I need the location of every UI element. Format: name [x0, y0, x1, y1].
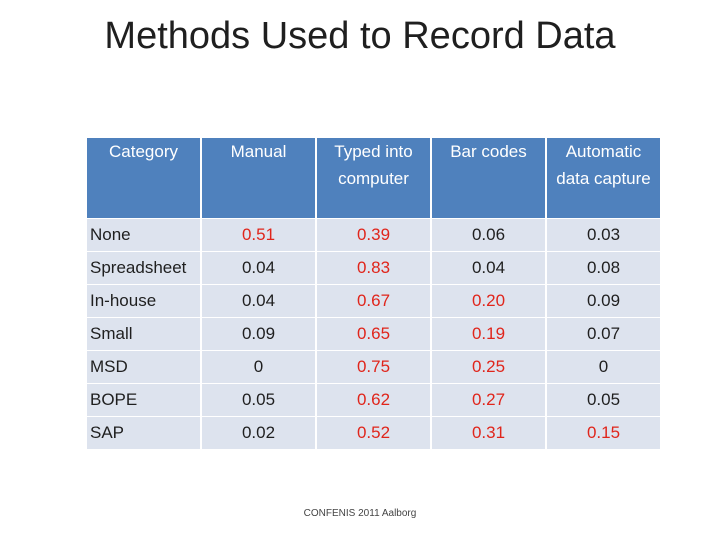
table-cell: 0.52	[315, 416, 432, 450]
table-cell: 0.02	[200, 416, 317, 450]
row-label: SAP	[85, 416, 202, 450]
table-body: None 0.51 0.39 0.06 0.03 Spreadsheet 0.04 0.83 0…	[85, 218, 662, 450]
header-automatic-data-capture: Automatic data capture	[545, 138, 662, 219]
table-cell: 0.05	[545, 383, 662, 417]
table-row: Small 0.09 0.65 0.19 0.07	[85, 317, 662, 351]
table-row: Spreadsheet 0.04 0.83 0.04 0.08	[85, 251, 662, 285]
table-cell: 0.62	[315, 383, 432, 417]
header-bar-codes: Bar codes	[430, 138, 547, 219]
table-cell: 0.75	[315, 350, 432, 384]
table-cell: 0.83	[315, 251, 432, 285]
table-cell: 0.39	[315, 218, 432, 252]
table-header: Category Manual Typed into computer Bar …	[85, 138, 662, 219]
table-cell: 0	[200, 350, 317, 384]
table-cell: 0.07	[545, 317, 662, 351]
table-cell: 0.65	[315, 317, 432, 351]
row-label: BOPE	[85, 383, 202, 417]
table-row: MSD 0 0.75 0.25 0	[85, 350, 662, 384]
table-row: BOPE 0.05 0.62 0.27 0.05	[85, 383, 662, 417]
table-cell: 0.03	[545, 218, 662, 252]
table-cell: 0.09	[200, 317, 317, 351]
table-cell: 0.20	[430, 284, 547, 318]
header-typed-into-computer: Typed into computer	[315, 138, 432, 219]
table-row: None 0.51 0.39 0.06 0.03	[85, 218, 662, 252]
table-cell: 0.04	[430, 251, 547, 285]
table-cell: 0.67	[315, 284, 432, 318]
table-cell: 0	[545, 350, 662, 384]
slide-title: Methods Used to Record Data	[104, 15, 616, 57]
data-table: Category Manual Typed into computer Bar …	[85, 138, 662, 450]
table-cell: 0.31	[430, 416, 547, 450]
table-cell: 0.08	[545, 251, 662, 285]
table-cell: 0.51	[200, 218, 317, 252]
header-manual: Manual	[200, 138, 317, 219]
row-label: None	[85, 218, 202, 252]
table-row: SAP 0.02 0.52 0.31 0.15	[85, 416, 662, 450]
table-cell: 0.19	[430, 317, 547, 351]
table-cell: 0.27	[430, 383, 547, 417]
table-cell: 0.05	[200, 383, 317, 417]
row-label: MSD	[85, 350, 202, 384]
table-cell: 0.15	[545, 416, 662, 450]
table-cell: 0.06	[430, 218, 547, 252]
footer-note: CONFENIS 2011 Aalborg	[303, 508, 417, 519]
row-label: Spreadsheet	[85, 251, 202, 285]
table-cell: 0.04	[200, 251, 317, 285]
table-cell: 0.04	[200, 284, 317, 318]
table-cell: 0.09	[545, 284, 662, 318]
row-label: In-house	[85, 284, 202, 318]
table-cell: 0.25	[430, 350, 547, 384]
table-row: In-house 0.04 0.67 0.20 0.09	[85, 284, 662, 318]
header-category: Category	[85, 138, 202, 219]
header-row: Category Manual Typed into computer Bar …	[85, 138, 662, 219]
row-label: Small	[85, 317, 202, 351]
